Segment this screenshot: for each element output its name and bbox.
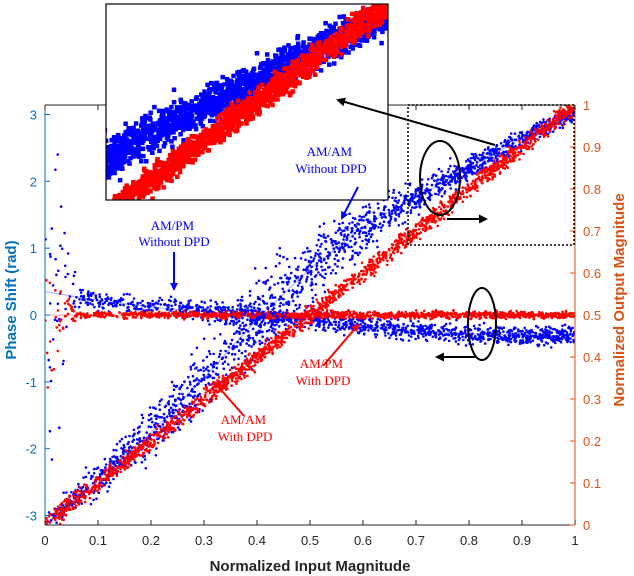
series-trend-amam-with-dpd <box>45 105 575 525</box>
y-right-tick-label: 0.1 <box>583 476 601 491</box>
annotation-ampm-without-dpd: AM/PM Without DPD <box>138 218 209 249</box>
inset-pointer-arrow <box>336 97 496 146</box>
inset <box>105 3 389 201</box>
y-left-tick-label: 3 <box>30 107 37 122</box>
y-left-tick-label: 1 <box>30 241 37 256</box>
y-left-tick-label: -1 <box>25 375 37 390</box>
y-right-tick-label: 1 <box>583 98 590 113</box>
y-left-tick-label: -2 <box>25 442 37 457</box>
y-axis-left-label: Phase Shift (rad) <box>3 240 20 359</box>
zoom-region-box <box>407 104 575 246</box>
y-axis-right-label: Normalized Output Magnitude <box>611 193 628 406</box>
annotation-ampm-without-dpd-line1: AM/PM <box>151 218 195 233</box>
axis-indicator-ellipse-lower <box>467 287 497 361</box>
inset-border <box>105 3 389 201</box>
inset-points-amam-with-dpd <box>111 4 388 200</box>
x-tick-label: 0.9 <box>513 533 531 548</box>
arrow-amam-without-dpd <box>341 186 359 220</box>
annotation-ampm-with-dpd-line2: With DPD <box>296 373 351 388</box>
y-right-tick-label: 0.6 <box>583 266 601 281</box>
annotation-amam-without-dpd: AM/AM Without DPD <box>295 144 366 176</box>
x-tick-label: 0.1 <box>89 533 107 548</box>
y-right-tick-label: 0 <box>583 518 590 533</box>
x-tick-label: 0.2 <box>142 533 160 548</box>
arrow-amam-with-dpd <box>212 380 245 417</box>
y-right-tick-label: 0.7 <box>583 224 601 239</box>
annotation-amam-with-dpd: AM/AM With DPD <box>218 412 273 444</box>
y-right-tick-label: 0.2 <box>583 434 601 449</box>
annotation-ampm-with-dpd: AM/PM With DPD <box>296 356 351 388</box>
axis-indicator-ellipse-upper <box>419 140 461 216</box>
y-left-ticks: -3 -2 -1 0 1 2 3 <box>25 107 50 524</box>
annotation-amam-without-dpd-line1: AM/AM <box>307 144 353 159</box>
annotation-amam-with-dpd-line2: With DPD <box>218 429 273 444</box>
y-right-tick-label: 0.3 <box>583 392 601 407</box>
x-ticks: 0 0.1 0.2 0.3 0.4 0.5 0.6 0.7 0.8 0.9 1 <box>41 105 579 548</box>
y-right-tick-label: 0.8 <box>583 182 601 197</box>
x-tick-label: 1 <box>571 533 578 548</box>
axis-indicator-upper <box>419 140 488 224</box>
x-tick-label: 0.3 <box>195 533 213 548</box>
x-tick-label: 0.4 <box>248 533 266 548</box>
annotation-ampm-with-dpd-line1: AM/PM <box>300 356 344 371</box>
y-left-tick-label: 2 <box>30 174 37 189</box>
x-tick-label: 0.6 <box>354 533 372 548</box>
series-trend-amam-without-dpd <box>45 112 575 525</box>
y-right-tick-label: 0.9 <box>583 140 601 155</box>
x-axis-label: Normalized Input Magnitude <box>210 558 411 575</box>
annotation-amam-without-dpd-line2: Without DPD <box>295 161 366 176</box>
y-right-tick-label: 0.5 <box>583 308 601 323</box>
x-tick-label: 0.7 <box>407 533 425 548</box>
series-layer <box>45 105 575 525</box>
x-tick-label: 0.5 <box>301 533 319 548</box>
scatter-points-amam-with-dpd <box>45 105 575 525</box>
inset-layer <box>106 4 388 200</box>
y-right-tick-label: 0.4 <box>583 350 601 365</box>
axis-indicator-lower <box>435 287 497 362</box>
y-right-ticks: 0 0.1 0.2 0.3 0.4 0.5 0.6 0.7 0.8 0.9 1 <box>570 98 601 533</box>
arrow-ampm-with-dpd <box>322 323 360 367</box>
y-left-tick-label: -3 <box>25 509 37 524</box>
x-tick-label: 0.8 <box>460 533 478 548</box>
y-left-tick-label: 0 <box>30 308 37 323</box>
annotation-amam-with-dpd-line1: AM/AM <box>221 412 267 427</box>
x-tick-label: 0 <box>41 533 48 548</box>
series-trend-ampm-without-dpd <box>45 291 575 337</box>
annotation-ampm-without-dpd-line2: Without DPD <box>138 234 209 249</box>
